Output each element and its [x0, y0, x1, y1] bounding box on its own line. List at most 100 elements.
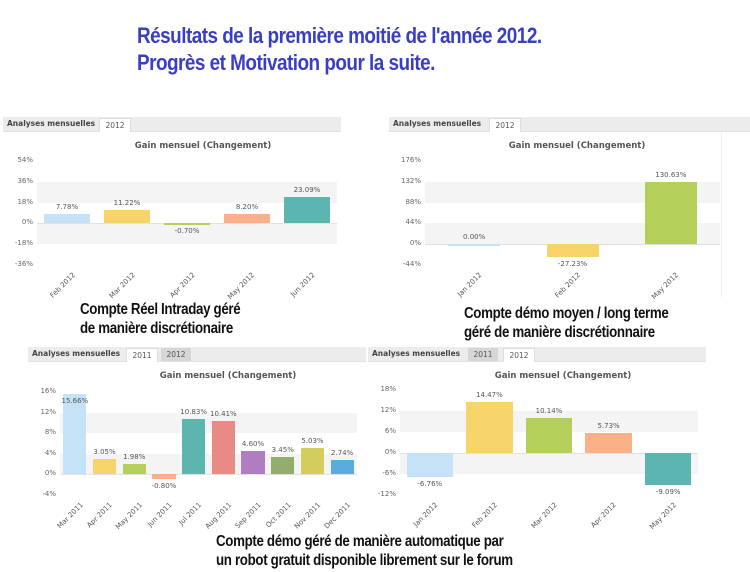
y-tick-label: 16% [40, 387, 56, 395]
x-tick-label: Jun 2012 [289, 271, 317, 299]
page-headline: Résultats de la première moitié de l'ann… [137, 22, 584, 76]
x-tick-label: Feb 2012 [48, 271, 77, 300]
bar-may-2011[interactable] [122, 464, 146, 475]
y-tick-label: 8% [44, 428, 56, 437]
bar-value-label: -9.09% [655, 487, 681, 496]
headline-line-2: Progrès et Motivation pour la suite. [137, 50, 435, 75]
y-tick-label: 18% [17, 197, 33, 206]
y-tick-label: -12% [377, 490, 396, 498]
x-tick-label: Feb 2012 [470, 501, 500, 530]
y-tick-label: 54% [17, 156, 33, 164]
bar-apr-2011[interactable] [92, 458, 117, 475]
caption-chart-3-4: Compte démo géré de manière automatique … [216, 532, 513, 570]
bar-value-label: 3.45% [271, 445, 294, 454]
bar-value-label: 3.05% [93, 447, 116, 456]
bar-may-2012[interactable] [223, 213, 271, 224]
bar-nov-2011[interactable] [300, 448, 325, 475]
chart-title: Gain mensuel (Changement) [159, 371, 297, 381]
caption-line: géré de manière discrétionnaire [464, 324, 655, 341]
chart-title: Gain mensuel (Changement) [494, 371, 632, 381]
bar-jun-2011[interactable] [152, 474, 176, 479]
y-tick-label: 36% [17, 176, 33, 185]
bar-feb-2012[interactable] [43, 214, 91, 224]
tab-2012[interactable]: 2012 [503, 348, 535, 362]
bar-value-label: -0.80% [151, 481, 177, 490]
zero-line [60, 474, 357, 476]
bar-mar-2012[interactable] [103, 210, 151, 224]
bar-may-2012[interactable] [644, 182, 697, 245]
bar-value-label: -0.70% [174, 227, 200, 236]
bar-value-label: 5.73% [597, 421, 620, 430]
tab-2011[interactable]: 2011 [126, 348, 158, 362]
bar-value-label: -6.76% [417, 479, 443, 488]
bar-feb-2012[interactable] [466, 402, 513, 453]
caption-chart-2: Compte démo moyen / long terme géré de m… [464, 304, 669, 342]
caption-line: Compte démo moyen / long terme [464, 305, 669, 322]
tab-bar: Analyses mensuelles 2012 [389, 117, 750, 132]
bar-dec-2011[interactable] [330, 460, 354, 475]
y-tick-label: 4% [44, 448, 56, 457]
bar-value-label: 7.78% [55, 203, 79, 212]
y-tick-label: 44% [405, 218, 421, 227]
bar-value-label: 130.63% [655, 171, 687, 180]
bar-oct-2011[interactable] [271, 456, 295, 475]
x-tick-label: Apr 2012 [589, 501, 619, 530]
tab-2012[interactable]: 2012 [489, 118, 521, 132]
x-tick-label: Feb 2012 [553, 271, 583, 300]
bar-value-label: 15.66% [61, 396, 89, 405]
plot-area: -6.76% Jan 2012 14.47% Feb 2012 10.14% Mar 20… [400, 390, 698, 531]
bar-value-label: 1.98% [123, 453, 146, 462]
bar-value-label: 11.22% [113, 199, 141, 208]
chart-panel-demo-long-term: Analyses mensuelles 2012 Gain mensuel (C… [389, 117, 750, 301]
grid-band [37, 223, 337, 245]
tab-2012[interactable]: 2012 [99, 118, 131, 132]
bar-mar-2011[interactable] [63, 393, 87, 475]
bar-jan-2012[interactable] [448, 244, 501, 246]
y-tick-label: 176% [400, 156, 421, 164]
bar-value-label: 4.60% [241, 439, 265, 448]
tab-2012[interactable]: 2012 [161, 348, 191, 361]
caption-line: de manière discrétionaire [80, 320, 233, 337]
x-tick-label: May 2012 [647, 501, 678, 532]
headline-line-1: Résultats de la première moitié de l'ann… [137, 23, 542, 48]
x-tick-label: Oct 2011 [264, 501, 293, 530]
bar-value-label: 10.14% [535, 406, 563, 415]
grid-band [400, 453, 698, 474]
caption-line: Compte démo géré de manière automatique … [216, 533, 504, 550]
grid-band [60, 412, 357, 434]
x-tick-label: Dec 2011 [322, 501, 352, 531]
x-tick-label: May 2012 [226, 271, 257, 302]
y-tick-label: 12% [380, 406, 396, 414]
chart-panel-intraday: Analyses mensuelles 2012 Gain mensuel (C… [3, 117, 341, 301]
x-tick-label: Aug 2011 [203, 501, 234, 531]
bar-jul-2011[interactable] [182, 418, 206, 475]
y-tick-label: 18% [380, 385, 396, 393]
y-tick-label: 0% [44, 469, 56, 478]
bar-value-label: 8.20% [235, 202, 259, 211]
bar-may-2012[interactable] [644, 453, 692, 485]
tab-title: Analyses mensuelles [393, 119, 482, 128]
x-tick-label: Jul 2011 [177, 501, 204, 527]
bar-sep-2011[interactable] [241, 450, 265, 475]
tab-bar: Analyses mensuelles 2012 [3, 117, 341, 132]
zero-line [400, 453, 698, 454]
bar-jan-2012[interactable] [406, 453, 454, 477]
x-tick-label: May 2011 [113, 501, 144, 532]
tab-2011[interactable]: 2011 [468, 348, 498, 361]
bar-value-label: 23.09% [293, 185, 321, 194]
bar-value-label: 10.41% [209, 409, 237, 418]
x-tick-label: Apr 2012 [168, 271, 197, 300]
bar-value-label: 5.03% [301, 437, 324, 446]
tab-title: Analyses mensuelles [7, 119, 96, 128]
bar-feb-2012[interactable] [546, 244, 599, 258]
bar-jun-2012[interactable] [283, 196, 331, 224]
y-tick-label: -36% [14, 260, 33, 268]
y-tick-label: -18% [14, 239, 33, 248]
bar-aug-2011[interactable] [211, 420, 235, 475]
y-tick-label: 6% [384, 427, 396, 435]
plot-area: 15.66% Mar 2011 3.05% Apr 2011 1.98% May 2011… [55, 392, 357, 531]
y-tick-label: 12% [40, 407, 56, 416]
bar-mar-2012[interactable] [525, 417, 573, 453]
bar-apr-2012[interactable] [585, 432, 632, 453]
bar-apr-2012[interactable] [163, 223, 211, 225]
